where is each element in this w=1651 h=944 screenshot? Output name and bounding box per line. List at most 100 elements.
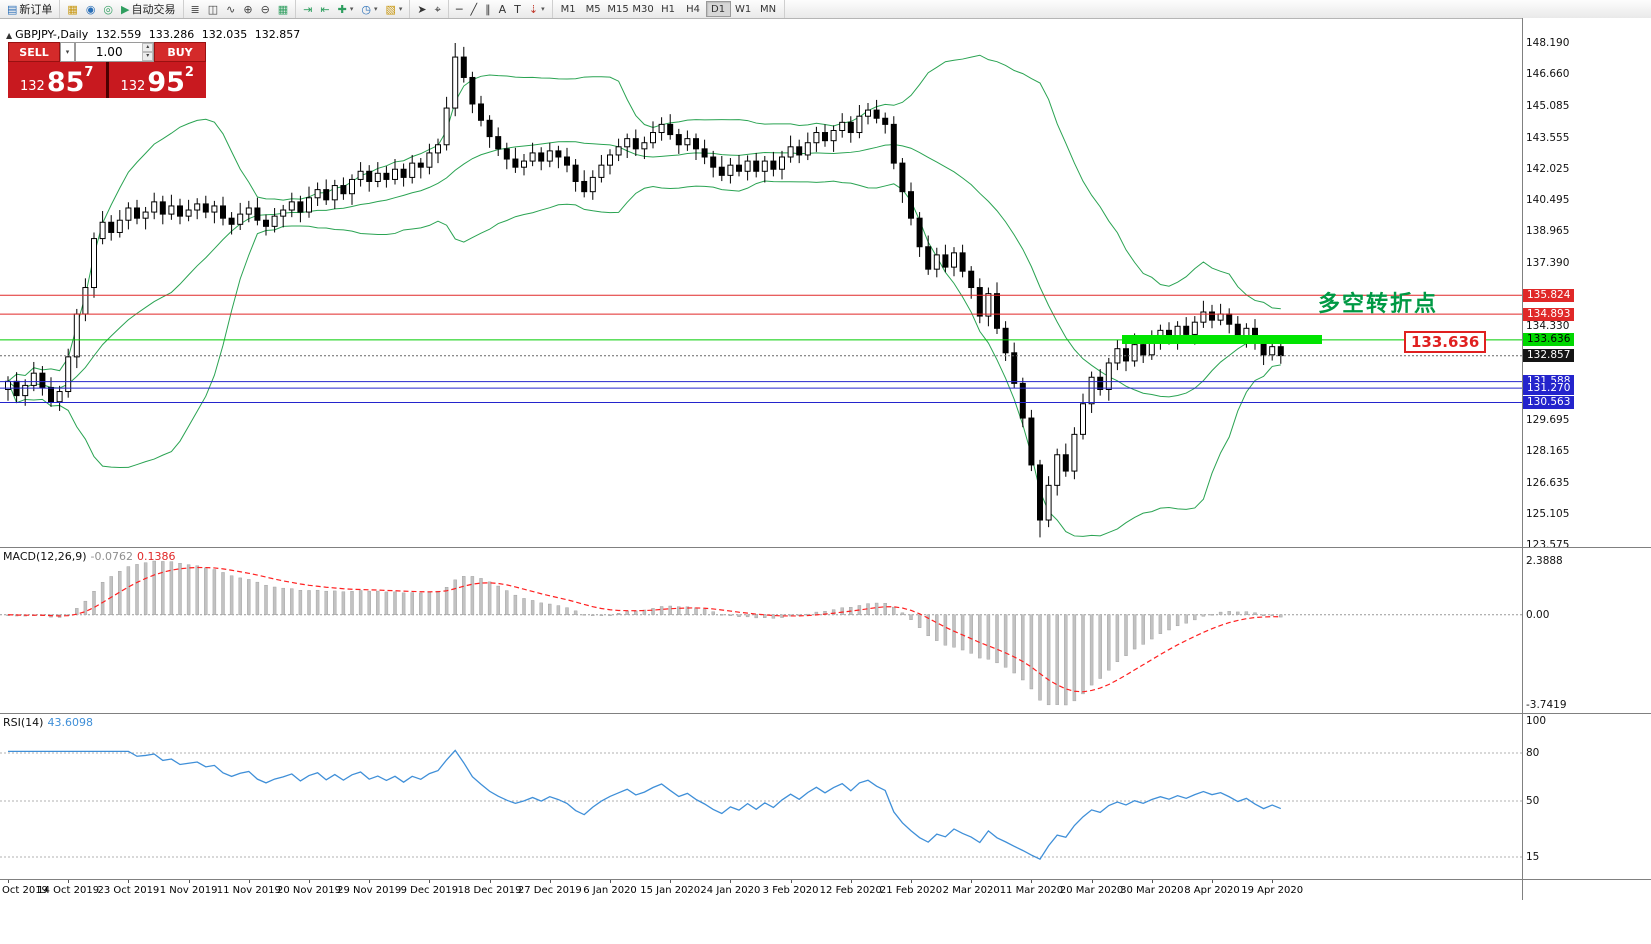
autotrading-button[interactable]: ▶ 自动交易 <box>117 1 179 17</box>
time-axis-corner <box>1522 880 1651 900</box>
charts-grid-icon: ▦ <box>67 2 78 16</box>
price-axis-label: 143.555 <box>1526 131 1570 144</box>
timeframe-d1-button[interactable]: D1 <box>705 1 731 17</box>
auto-scroll-icon[interactable]: ⇥ <box>299 1 316 17</box>
arrows-icon: ⇣ <box>528 2 539 16</box>
add-indicator-icon: ✚ <box>337 2 347 16</box>
sell-button[interactable]: SELL <box>8 42 60 62</box>
timeframe-w1-button[interactable]: W1 <box>731 1 756 17</box>
timeframe-m15-button[interactable]: M15 <box>606 1 631 17</box>
alerts-icon[interactable]: ◎ <box>99 1 117 17</box>
symbol-name: GBPJPY-,Daily <box>15 28 89 41</box>
zoom-out-icon: ⊖ <box>260 2 270 16</box>
level-price-box[interactable]: 133.636 <box>1404 331 1487 353</box>
volume-dropdown-button[interactable]: ▾ <box>60 42 75 62</box>
bar-chart-icon[interactable]: ≣ <box>187 1 204 17</box>
price-axis-label: 140.495 <box>1526 193 1570 206</box>
rsi-chart-svg <box>0 749 1522 861</box>
timeframe-h4-button[interactable]: H4 <box>681 1 706 17</box>
time-axis-tick <box>128 880 130 883</box>
period-button[interactable]: ◷ ▾ <box>357 1 381 17</box>
time-axis-label: 20 Mar 2020 <box>1059 885 1124 896</box>
volume-up-button[interactable]: ▴ <box>142 43 153 52</box>
period-icon: ◷ <box>361 2 371 16</box>
rsi-axis-label: 80 <box>1526 747 1540 759</box>
time-axis-label: 1 Nov 2019 <box>159 885 218 896</box>
macd-axis[interactable]: 2.3888 0.00 -3.7419 <box>1522 548 1651 713</box>
volume-down-button[interactable]: ▾ <box>142 52 153 61</box>
price-axis-label: 129.695 <box>1526 414 1570 427</box>
time-axis-label: 14 Oct 2019 <box>37 885 100 896</box>
price-axis-label: 148.190 <box>1526 37 1570 49</box>
time-axis-tick <box>850 880 852 883</box>
timeframe-group: M1 M5 M15 M30 H1 H4 D1 W1 MN <box>553 0 785 18</box>
timeframe-m1-button[interactable]: M1 <box>556 1 581 17</box>
price-level-badge: 134.893 <box>1523 307 1575 321</box>
time-axis-tick <box>790 880 792 883</box>
quote-low: 132.035 <box>201 28 248 41</box>
price-level-badge: 132.857 <box>1523 349 1575 363</box>
time-axis-row: Oct 2019 14 Oct 2019 23 Oct 2019 1 Nov 2019… <box>0 879 1651 900</box>
timeframe-m30-button[interactable]: M30 <box>631 1 656 17</box>
new-order-button[interactable]: ▤ 新订单 <box>3 1 56 17</box>
channel-icon[interactable]: ∥ <box>481 1 495 17</box>
time-axis-label: 11 Nov 2019 <box>216 885 281 896</box>
sell-price-display[interactable]: 132 85 7 <box>8 62 106 98</box>
tile-windows-icon[interactable]: ▦ <box>274 1 292 17</box>
time-axis-label: Oct 2019 <box>2 885 48 896</box>
cursor-icon[interactable]: ➤ <box>413 1 430 17</box>
time-axis-label: 20 Nov 2019 <box>276 885 342 896</box>
charts-grid-icon[interactable]: ▦ <box>63 1 81 17</box>
support-zone-rectangle[interactable] <box>1122 335 1322 345</box>
crosshair-icon[interactable]: ⌖ <box>431 1 445 17</box>
rsi-axis[interactable]: 100 80 50 15 <box>1522 714 1651 879</box>
autotrading-icon: ▶ <box>121 2 130 16</box>
macd-signal-value: 0.1386 <box>137 550 176 563</box>
price-axis-label: 126.635 <box>1526 476 1570 489</box>
hline-icon[interactable]: ─ <box>452 1 467 17</box>
line-chart-icon: ∿ <box>226 2 236 16</box>
template-button[interactable]: ▧ ▾ <box>381 1 406 17</box>
new-order-button-label: 新订单 <box>19 3 53 16</box>
trendline-icon[interactable]: ╱ <box>466 1 481 17</box>
macd-label: MACD(12,26,9) -0.0762 0.1386 <box>3 550 176 563</box>
volume-input[interactable] <box>76 43 143 61</box>
timeframe-mn-button[interactable]: MN <box>756 1 781 17</box>
candlestick-icon[interactable]: ◫ <box>204 1 222 17</box>
toolbar-group: ➤ ⌖ <box>410 0 449 18</box>
arrows-icon[interactable]: ⇣ ▾ <box>525 1 549 17</box>
timeframe-h1-button[interactable]: H1 <box>656 1 681 17</box>
price-axis-label: 125.105 <box>1526 507 1570 520</box>
macd-pane[interactable]: MACD(12,26,9) -0.0762 0.1386 <box>0 548 1522 713</box>
time-axis-label: 23 Oct 2019 <box>97 885 160 896</box>
quote-close: 132.857 <box>254 28 301 41</box>
profiles-icon[interactable]: ◉ <box>82 1 100 17</box>
turning-point-annotation[interactable]: 多空转折点 <box>1318 292 1439 317</box>
rsi-pane[interactable]: RSI(14) 43.6098 <box>0 714 1522 879</box>
buy-button[interactable]: BUY <box>154 42 206 62</box>
quote-high: 133.286 <box>148 28 195 41</box>
chart-shift-icon[interactable]: ⇤ <box>316 1 333 17</box>
price-axis-label: 134.330 <box>1526 319 1570 332</box>
price-axis[interactable]: 135.824134.893133.636132.857131.588131.2… <box>1522 18 1651 547</box>
hline-icon: ─ <box>455 2 463 16</box>
zoom-out-icon[interactable]: ⊖ <box>257 1 274 17</box>
rsi-value: 43.6098 <box>47 716 93 729</box>
add-indicator-button[interactable]: ✚ ▾ <box>334 1 358 17</box>
zoom-in-icon[interactable]: ⊕ <box>239 1 256 17</box>
line-chart-icon[interactable]: ∿ <box>222 1 239 17</box>
label-icon[interactable]: T <box>510 1 525 17</box>
price-axis-label: 142.025 <box>1526 162 1570 175</box>
caret-down-icon: ▾ <box>349 5 354 13</box>
time-axis[interactable]: Oct 2019 14 Oct 2019 23 Oct 2019 1 Nov 2019… <box>0 880 1522 900</box>
buy-price-display[interactable]: 132 95 2 <box>108 62 206 98</box>
main-chart-area[interactable]: ▲ GBPJPY-,Daily 132.559 133.286 132.035 1… <box>0 18 1522 547</box>
macd-axis-label: -3.7419 <box>1526 699 1567 711</box>
toolbar-group: ▦ ◉ ◎ ▶ 自动交易 <box>60 0 184 18</box>
price-axis-label: 137.390 <box>1526 257 1570 270</box>
time-axis-tick <box>971 880 973 883</box>
text-icon[interactable]: A <box>495 1 511 17</box>
price-axis-label: 123.575 <box>1526 538 1570 547</box>
timeframe-m5-button[interactable]: M5 <box>581 1 606 17</box>
